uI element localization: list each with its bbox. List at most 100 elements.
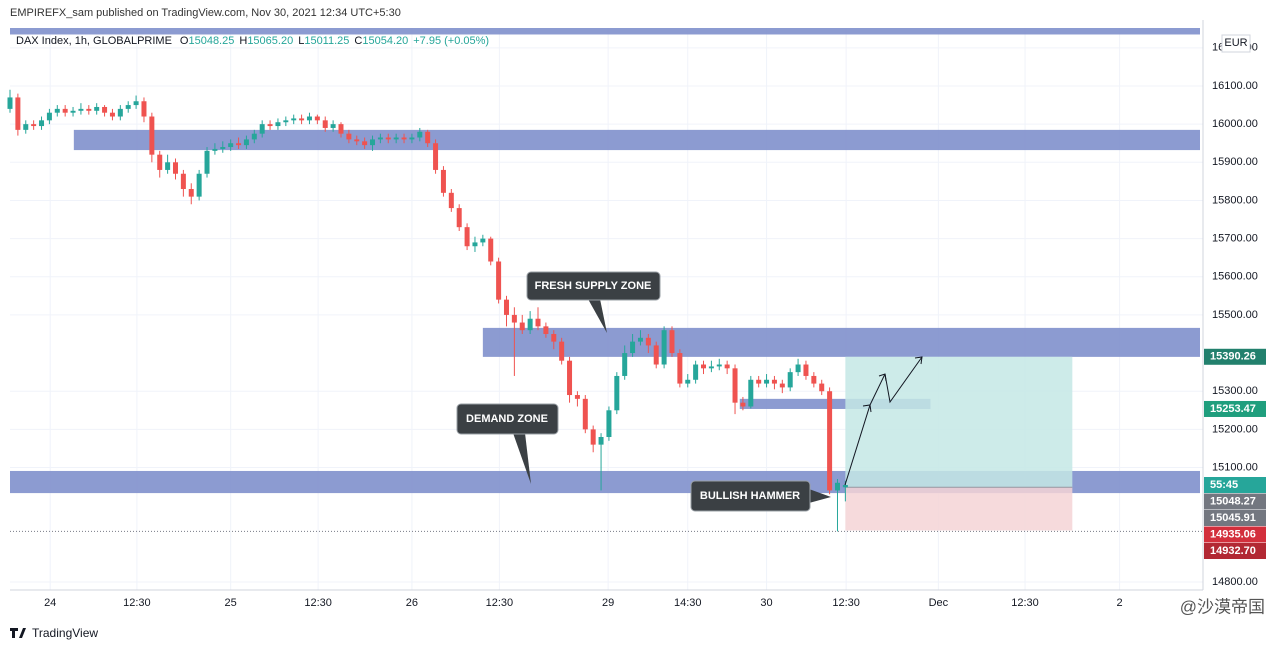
arrow-head [862,404,872,413]
price-tag [1204,526,1266,543]
candle-body [78,108,84,111]
candle-body [204,150,210,174]
x-tick-label: 29 [602,597,614,609]
y-tick-label: 16100.00 [1212,80,1258,92]
candle-body [503,299,509,315]
arrow [884,356,923,404]
candle-body [440,169,446,193]
x-tick-label: 14:30 [674,597,702,609]
candle-body [86,108,92,111]
candle-body [685,379,691,384]
candle-body [228,143,234,148]
candle-body [669,330,675,354]
candle-body [732,368,738,403]
callout-text: BULLISH HAMMER [700,490,800,502]
price-tag [1204,493,1266,510]
candle-body [188,189,194,197]
candle-body [811,375,817,384]
callout-pointer [809,489,831,503]
zone [73,129,1200,151]
candle-body [39,120,45,127]
callout: DEMAND ZONE [456,403,559,484]
x-tick-label: Dec [929,597,949,609]
candle-body [7,97,13,109]
candle-body [54,108,60,113]
y-tick-label: 15200.00 [1212,423,1258,435]
y-tick-label: 14800.00 [1212,576,1258,588]
candle-body [724,364,730,369]
callout-text: FRESH SUPPLY ZONE [535,280,652,292]
candle-body [701,364,707,369]
candle-body [243,139,249,146]
price-tag [1204,400,1266,417]
ohlc-value: 15065.20 [247,35,293,47]
y-tick-label: 15900.00 [1212,156,1258,168]
candle-body [212,148,218,151]
callout: BULLISH HAMMER [690,480,831,512]
callout-box [456,403,559,435]
candle-body [748,379,754,407]
candle-body [716,364,722,367]
candle-body [448,192,454,209]
candle-body [787,372,793,388]
candle-body [370,139,376,146]
candle-body [827,391,833,491]
candle-body [109,112,115,117]
candle-body [842,485,848,488]
price-tag-label: 15253.47 [1210,403,1256,415]
candle-body [464,227,470,247]
candle-body [551,333,557,342]
candle-body [559,341,565,361]
candle-body [157,154,163,170]
y-tick-label: 15300.00 [1212,385,1258,397]
candle-body [417,131,423,138]
candle-body [306,116,312,121]
candle-body [606,410,612,438]
tv-logo: TradingView [10,626,98,640]
candle-body [433,143,439,170]
candle-body [582,398,588,430]
candle-body [70,110,76,113]
x-tick-label: 2 [1117,597,1123,609]
candle-body [622,353,628,376]
x-tick-label: 24 [44,597,56,609]
candle-body [62,108,68,113]
x-tick-label: 12:30 [123,597,151,609]
candle-body [574,395,580,399]
candle-body [653,345,659,365]
candle-body [393,137,399,140]
candle-body [519,322,525,331]
callout: FRESH SUPPLY ZONE [526,271,661,333]
watermark: @沙漠帝国 [1180,597,1265,616]
candle-body [456,208,462,228]
candle-body [141,101,147,117]
ohlc-value: 15054.20 [362,35,408,47]
candle-body [46,112,52,121]
zone [10,28,1200,35]
candle-body [299,118,305,121]
ohlc-value: 15011.25 [304,35,349,47]
price-tag [1204,510,1266,527]
candle-body [283,120,289,123]
candle-body [425,131,431,144]
ohlc-label: O [180,35,189,47]
candle-body [330,124,336,128]
candle-body [630,341,636,354]
candle-body [779,383,785,388]
candle-body [409,137,415,140]
symbol: DAX Index, 1h, GLOBALPRIME [16,35,172,47]
y-tick-label: 15100.00 [1212,461,1258,473]
candle-body [102,106,108,113]
candle-body [661,330,667,365]
candle-body [149,116,155,155]
candle-body [598,437,604,445]
candle-body [15,97,21,130]
candle-body [362,141,368,146]
candle-body [527,318,533,331]
x-tick-label: 25 [225,597,237,609]
y-tick-label: 15700.00 [1212,233,1258,245]
candle-body [23,124,29,130]
arrow-head [914,356,923,365]
candle-body [117,108,123,117]
candle-body [543,326,549,334]
